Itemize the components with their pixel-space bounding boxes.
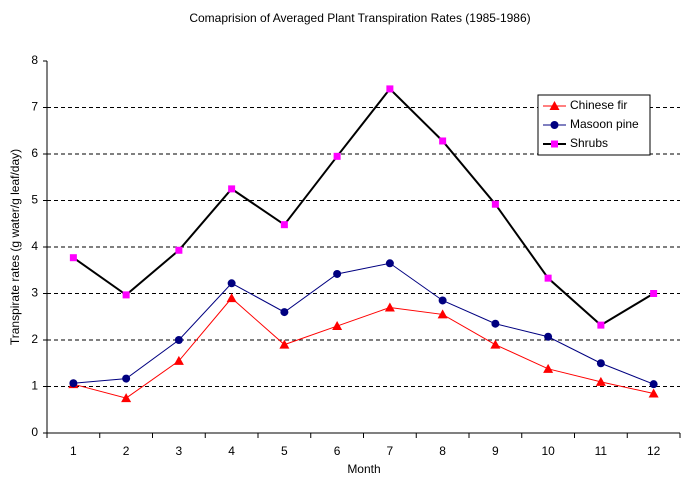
data-point bbox=[175, 246, 183, 254]
x-tick-label: 3 bbox=[176, 444, 183, 458]
data-point bbox=[439, 137, 447, 145]
x-tick-label: 5 bbox=[281, 444, 288, 458]
data-point bbox=[333, 269, 342, 278]
data-point bbox=[491, 200, 499, 208]
x-tick-label: 10 bbox=[541, 444, 555, 458]
data-point bbox=[597, 321, 605, 329]
data-point bbox=[122, 291, 130, 299]
data-point bbox=[543, 363, 554, 373]
data-point bbox=[544, 274, 552, 282]
data-point bbox=[384, 302, 395, 312]
legend-marker bbox=[551, 140, 558, 148]
data-point bbox=[173, 355, 184, 365]
data-point bbox=[280, 221, 288, 229]
y-tick-label: 6 bbox=[31, 146, 38, 160]
x-tick-label: 12 bbox=[647, 444, 661, 458]
chart-title: Comaprision of Averaged Plant Transpirat… bbox=[189, 11, 530, 25]
data-point bbox=[121, 393, 132, 403]
data-point bbox=[174, 336, 183, 344]
x-tick-label: 6 bbox=[334, 444, 341, 458]
y-tick-label: 8 bbox=[31, 53, 38, 67]
series-line bbox=[73, 297, 654, 399]
data-point bbox=[385, 259, 394, 268]
y-tick-label: 0 bbox=[31, 425, 38, 439]
legend-label: Masoon pine bbox=[570, 117, 639, 131]
data-point bbox=[491, 319, 500, 328]
data-point bbox=[333, 152, 341, 160]
y-tick-label: 1 bbox=[31, 379, 38, 393]
data-point bbox=[227, 279, 236, 288]
x-tick-label: 8 bbox=[439, 444, 446, 458]
data-point bbox=[69, 254, 77, 262]
data-point bbox=[648, 388, 659, 398]
data-point bbox=[279, 339, 290, 349]
legend-label: Shrubs bbox=[570, 136, 608, 150]
x-tick-label: 2 bbox=[123, 444, 130, 458]
data-point bbox=[595, 376, 606, 386]
data-point bbox=[122, 374, 131, 383]
data-point bbox=[226, 293, 237, 303]
data-point bbox=[332, 321, 343, 331]
y-tick-label: 3 bbox=[31, 286, 38, 300]
x-tick-label: 9 bbox=[492, 444, 499, 458]
y-tick-label: 7 bbox=[31, 100, 38, 114]
data-point bbox=[386, 85, 394, 93]
y-axis-label: Transpirate rates (g water/g leaf/day) bbox=[8, 149, 22, 345]
data-point bbox=[437, 309, 448, 319]
data-point bbox=[69, 379, 78, 388]
y-tick-label: 4 bbox=[31, 239, 38, 253]
y-tick-label: 5 bbox=[31, 193, 38, 207]
x-tick-label: 7 bbox=[387, 444, 394, 458]
data-point bbox=[490, 339, 501, 349]
data-point bbox=[228, 185, 236, 193]
x-axis-label: Month bbox=[347, 462, 380, 476]
data-point bbox=[438, 296, 447, 305]
x-tick-label: 4 bbox=[228, 444, 235, 458]
data-point bbox=[650, 290, 658, 297]
data-point bbox=[544, 332, 553, 341]
data-point bbox=[649, 380, 658, 389]
legend-marker bbox=[550, 121, 559, 129]
series-line bbox=[72, 87, 655, 327]
legend-label: Chinese fir bbox=[570, 98, 627, 112]
data-point bbox=[596, 359, 605, 368]
y-tick-label: 2 bbox=[31, 332, 38, 346]
data-point bbox=[280, 308, 289, 317]
series-line bbox=[73, 262, 654, 385]
legend-marker bbox=[549, 101, 560, 110]
x-tick-label: 1 bbox=[70, 444, 77, 458]
x-tick-label: 11 bbox=[595, 444, 608, 458]
